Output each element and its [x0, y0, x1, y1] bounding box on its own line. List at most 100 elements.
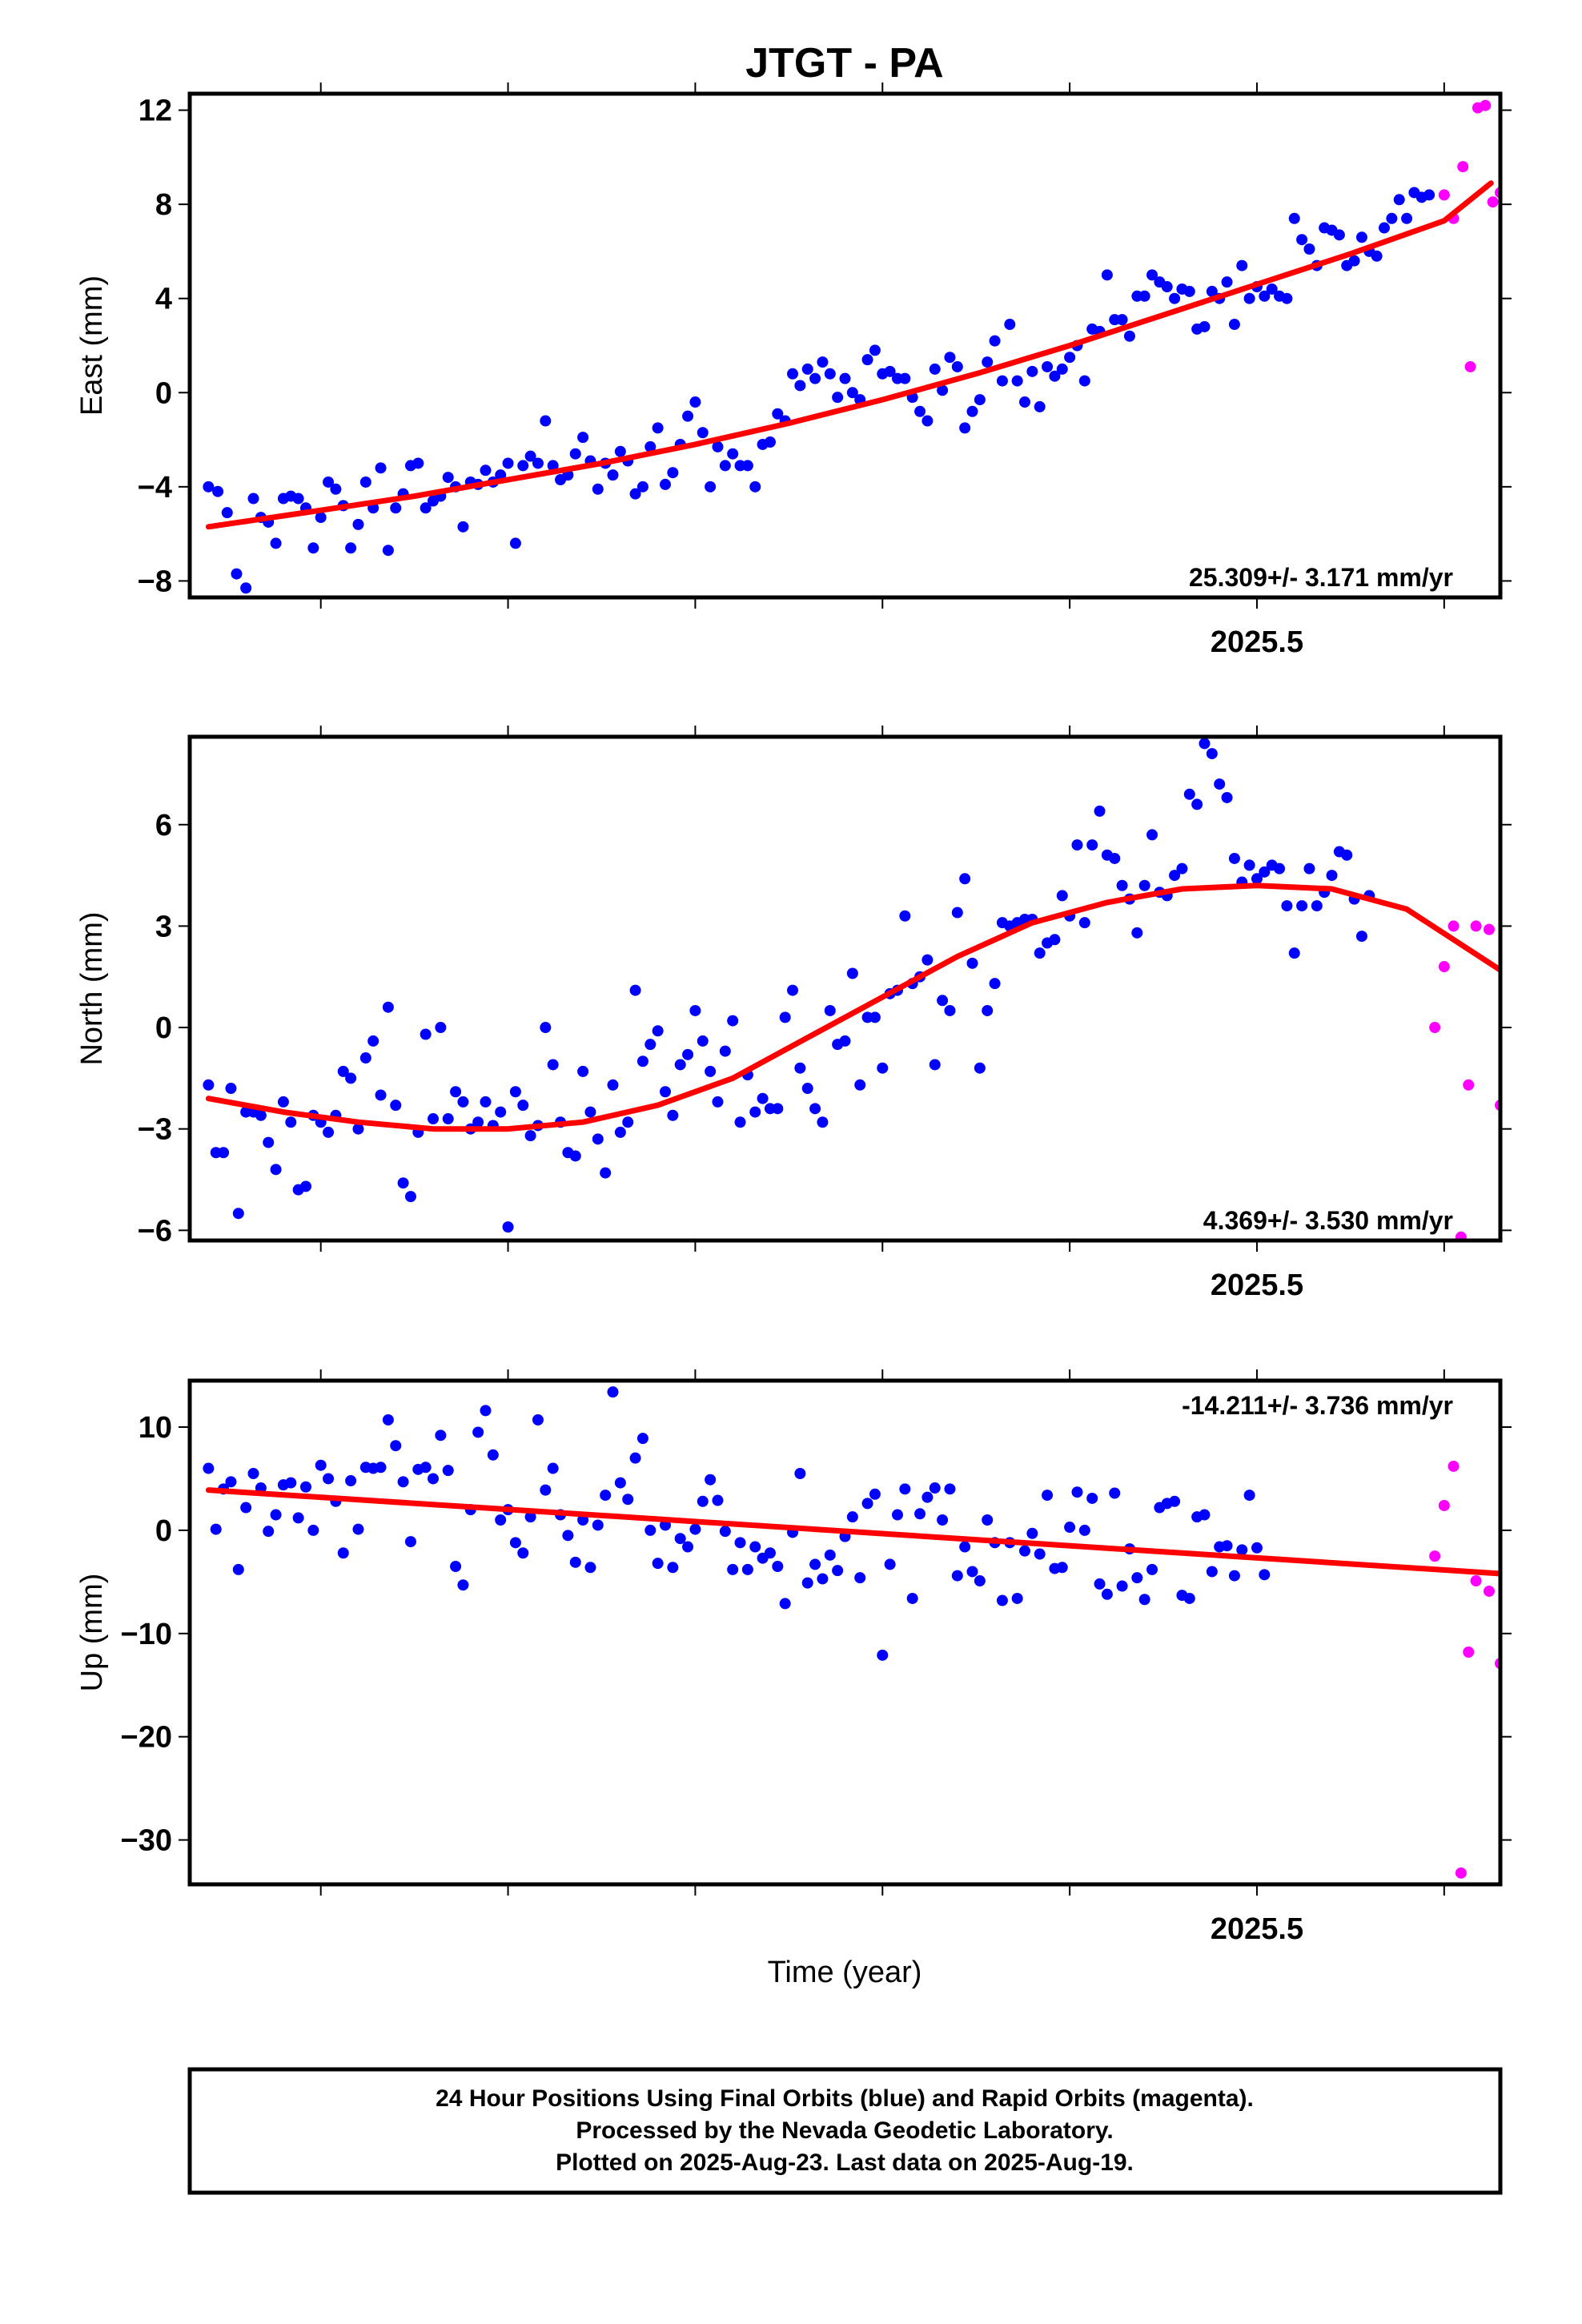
- north-final-orbits-point: [420, 1028, 432, 1040]
- north-final-orbits-point: [540, 1022, 552, 1034]
- east-final-orbits-point: [652, 422, 664, 434]
- east-final-orbits-point: [442, 472, 454, 484]
- north-final-orbits-point: [877, 1062, 889, 1074]
- east-final-orbits-point: [727, 448, 739, 460]
- north-rapid-orbits-point: [1455, 1231, 1467, 1240]
- up-trend-line: [205, 1487, 1500, 1577]
- east-final-orbits-point: [1123, 330, 1135, 342]
- up-final-orbits-point: [569, 1556, 581, 1568]
- north-final-orbits-point: [255, 1109, 267, 1121]
- north-final-orbits-point: [1183, 788, 1195, 800]
- east-final-orbits-point: [330, 483, 342, 495]
- up-final-orbits-point: [1064, 1522, 1076, 1534]
- north-final-orbits-point: [1243, 859, 1255, 871]
- north-plot-area: [203, 738, 1500, 1240]
- up-final-orbits-point: [817, 1573, 829, 1585]
- north-final-orbits-point: [323, 1126, 335, 1138]
- north-final-orbits-point: [629, 984, 641, 996]
- east-final-orbits-point: [1266, 283, 1278, 295]
- east-final-orbits-point: [509, 537, 521, 549]
- footer-frame: [187, 2067, 1503, 2195]
- north-final-orbits-point: [345, 1072, 357, 1084]
- north-final-orbits-point: [203, 1079, 215, 1091]
- north-final-orbits-point: [299, 1180, 311, 1192]
- up-final-orbits-point: [547, 1462, 559, 1474]
- east-final-orbits-point: [982, 356, 994, 368]
- north-final-orbits-point: [547, 1059, 559, 1071]
- up-final-orbits-point: [1116, 1580, 1128, 1592]
- up-final-orbits-point: [884, 1558, 896, 1570]
- north-final-orbits-point: [1303, 862, 1315, 875]
- north-final-orbits-point: [667, 1109, 679, 1121]
- east-plot-area: [203, 99, 1500, 594]
- up-final-orbits-point: [644, 1524, 656, 1536]
- east-final-orbits-point: [292, 493, 304, 505]
- up-final-orbits-point: [996, 1594, 1008, 1606]
- north-final-orbits-point: [1078, 917, 1090, 929]
- north-y-tick-label: 3: [155, 910, 172, 943]
- north-final-orbits-point: [225, 1083, 237, 1095]
- up-final-orbits-point: [584, 1562, 596, 1574]
- up-rapid-orbits-point: [1447, 1460, 1460, 1472]
- north-final-orbits-point: [457, 1096, 469, 1108]
- up-final-orbits-point: [1026, 1527, 1038, 1539]
- north-final-orbits-point: [937, 995, 949, 1007]
- east-final-orbits-point: [974, 394, 986, 406]
- east-final-orbits-point: [682, 410, 694, 422]
- east-final-orbits-point: [1026, 365, 1038, 377]
- east-final-orbits-point: [1259, 290, 1271, 302]
- north-final-orbits-point: [929, 1059, 941, 1071]
- up-final-orbits-point: [270, 1509, 282, 1521]
- north-final-orbits-point: [674, 1059, 686, 1071]
- north-final-orbits-point: [1355, 931, 1367, 943]
- north-panel: −6 −3 0 3 6 2025.5 North (mm) 4.369+/- 3.530 mm…: [75, 726, 1512, 1302]
- east-x-tick-label: 2025.5: [1211, 625, 1303, 659]
- north-final-orbits-point: [495, 1106, 507, 1118]
- east-rapid-orbits-point: [1464, 360, 1476, 372]
- north-final-orbits-point: [263, 1136, 275, 1148]
- up-final-orbits-point: [719, 1526, 731, 1538]
- up-final-orbits-point: [1251, 1542, 1263, 1554]
- east-final-orbits-point: [1011, 375, 1023, 387]
- north-rapid-orbits-point: [1463, 1079, 1475, 1091]
- up-final-orbits-point: [263, 1526, 275, 1538]
- up-final-orbits-point: [801, 1577, 813, 1589]
- north-final-orbits-point: [1274, 862, 1286, 875]
- up-final-orbits-point: [1259, 1569, 1271, 1581]
- east-final-orbits-point: [502, 457, 514, 469]
- east-final-orbits-point: [1161, 281, 1173, 293]
- east-final-orbits-point: [1236, 259, 1248, 271]
- up-final-orbits-point: [734, 1537, 746, 1549]
- east-final-orbits-point: [1169, 292, 1181, 304]
- east-final-orbits-point: [307, 542, 319, 554]
- east-final-orbits-point: [1348, 255, 1360, 267]
- north-final-orbits-point: [600, 1167, 612, 1179]
- up-final-orbits-point: [1011, 1592, 1023, 1604]
- north-final-orbits-point: [1206, 748, 1218, 760]
- north-final-orbits-point: [614, 1126, 626, 1138]
- east-y-tick-label: 4: [155, 283, 172, 316]
- north-final-orbits-point: [839, 1035, 851, 1047]
- east-trend-line: [205, 180, 1494, 530]
- east-final-orbits-point: [1296, 234, 1308, 246]
- north-final-orbits-point: [569, 1150, 581, 1162]
- east-final-orbits-point: [1004, 319, 1016, 331]
- north-final-orbits-point: [607, 1079, 619, 1091]
- north-final-orbits-point: [899, 910, 911, 922]
- east-final-orbits-point: [832, 392, 844, 404]
- east-final-orbits-point: [457, 521, 469, 533]
- east-final-orbits-point: [1116, 314, 1128, 326]
- up-final-orbits-point: [1146, 1563, 1158, 1575]
- east-final-orbits-point: [1221, 276, 1233, 288]
- east-final-orbits-point: [1146, 269, 1158, 281]
- up-final-orbits-point: [1236, 1544, 1248, 1556]
- up-final-orbits-point: [472, 1426, 484, 1438]
- north-final-orbits-point: [428, 1113, 440, 1125]
- east-final-orbits-point: [547, 460, 559, 472]
- north-final-orbits-point: [869, 1011, 881, 1023]
- up-y-tick-label: −10: [121, 1618, 172, 1651]
- east-final-orbits-point: [966, 405, 978, 417]
- north-final-orbits-point: [1049, 934, 1061, 946]
- up-frame: [187, 1378, 1503, 1887]
- north-final-orbits-point: [1199, 738, 1211, 750]
